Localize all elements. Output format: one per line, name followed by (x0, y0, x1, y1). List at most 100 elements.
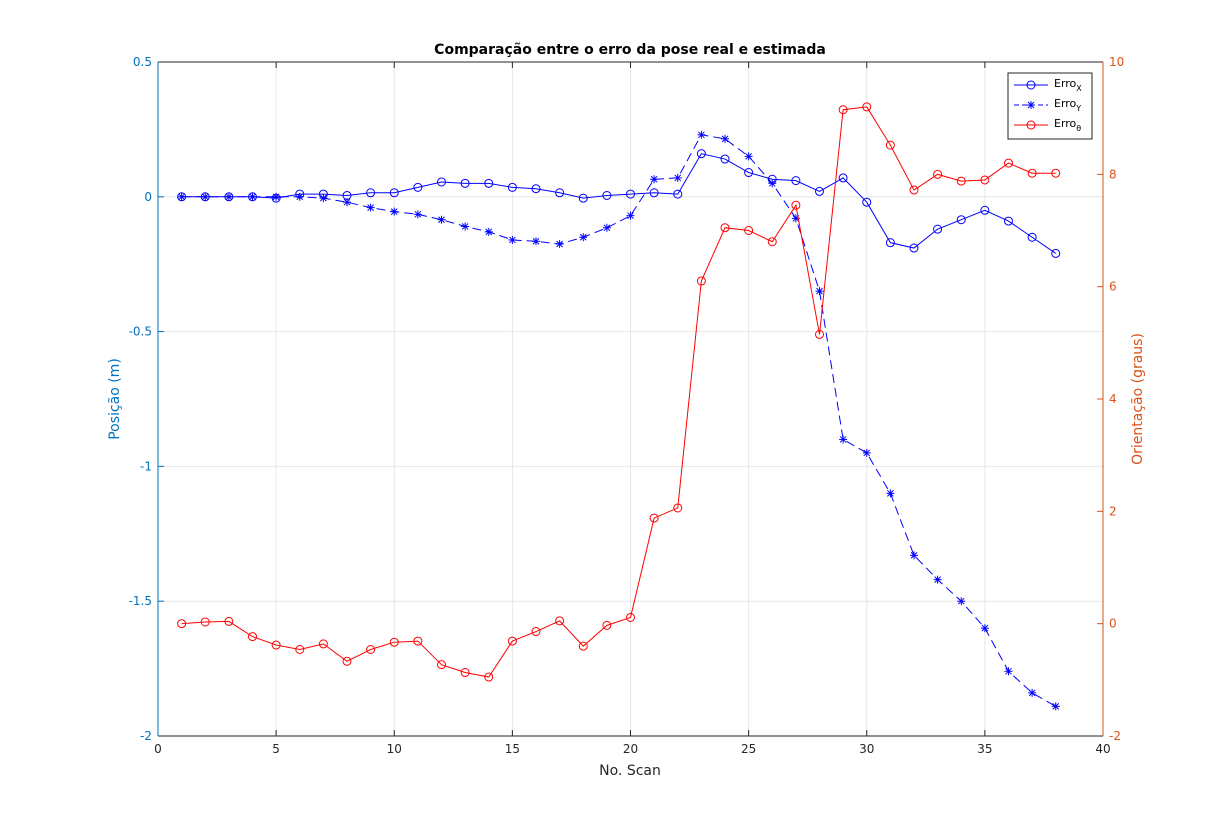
data-point (697, 130, 706, 139)
data-point (366, 188, 376, 198)
data-point (744, 226, 754, 235)
marker-stroke (957, 597, 965, 605)
data-point (578, 193, 588, 203)
data-point (578, 641, 588, 651)
legend-label: Erroθ (1054, 117, 1081, 133)
marker-stroke (910, 552, 918, 559)
data-point (838, 173, 848, 183)
marker-stroke (1005, 667, 1012, 675)
data-point (933, 575, 942, 584)
data-point (437, 215, 446, 224)
data-point (532, 237, 540, 246)
marker-stroke (225, 193, 233, 201)
data-point (484, 227, 493, 236)
data-point (200, 617, 210, 627)
data-point (957, 597, 966, 606)
data-point (1027, 232, 1037, 242)
marker-stroke (1027, 101, 1035, 109)
data-point (366, 645, 376, 655)
data-point (1051, 248, 1061, 258)
data-point (342, 656, 352, 666)
data-point (389, 637, 399, 647)
data-point (319, 194, 328, 203)
marker-stroke (178, 193, 185, 201)
legend-label: ErroY (1054, 97, 1081, 113)
marker-stroke (367, 204, 374, 211)
data-point (862, 197, 872, 207)
series-layer (177, 102, 1061, 711)
marker-stroke (627, 212, 634, 220)
data-point (815, 186, 824, 196)
y-right-tick-label: 6 (1109, 280, 1117, 294)
data-point (862, 448, 871, 457)
y-right-tick-label: 2 (1109, 504, 1117, 518)
marker-stroke (674, 174, 682, 182)
legend-label-base: Erro (1054, 97, 1077, 110)
data-point (626, 211, 635, 220)
marker-stroke (414, 210, 422, 218)
marker-stroke (556, 240, 563, 248)
data-point (484, 178, 494, 188)
legend-label: ErroX (1054, 77, 1082, 93)
data-point (721, 134, 729, 143)
x-axis-label: No. Scan (599, 763, 661, 779)
legend-entry: ErroY (1014, 97, 1081, 113)
legend-box (1007, 72, 1093, 140)
data-point (507, 182, 517, 192)
y-left-tick-label: 0 (144, 190, 152, 204)
data-point (673, 503, 683, 513)
data-point (650, 175, 659, 184)
x-tick-label: 30 (859, 742, 874, 756)
data-point (271, 640, 281, 650)
data-point (909, 185, 919, 195)
marker-stroke (768, 179, 776, 187)
data-point (1027, 168, 1037, 178)
series-y (177, 130, 1060, 711)
legend-marker (1027, 101, 1035, 109)
data-point (343, 198, 351, 207)
series-line (181, 134, 1056, 707)
marker-stroke (249, 193, 256, 201)
data-point (980, 205, 990, 215)
y-left-tick-label: -0.5 (129, 325, 152, 339)
data-point (744, 168, 754, 178)
data-point (933, 169, 943, 179)
marker-stroke (839, 436, 847, 443)
marker-stroke (390, 208, 398, 215)
data-point (910, 551, 918, 560)
data-point (484, 672, 494, 682)
data-point (885, 238, 895, 248)
marker-stroke (698, 131, 705, 139)
marker-stroke (887, 490, 894, 497)
axes: 0 5 10 15 20 25 30 35 400.50-0.5-1-1.5-21086420-… (129, 55, 1125, 756)
data-point (768, 179, 777, 188)
data-point (555, 616, 565, 626)
series-line (181, 106, 1056, 678)
data-point (886, 489, 895, 498)
data-point (602, 620, 612, 630)
marker-stroke (863, 449, 871, 457)
x-tick-label: 15 (505, 742, 520, 756)
data-point (555, 239, 564, 248)
legend-label-subscript: X (1076, 84, 1082, 93)
data-point (224, 616, 234, 626)
data-point (413, 210, 422, 219)
data-point (696, 276, 706, 286)
data-point (1028, 688, 1037, 697)
data-point (295, 192, 304, 201)
x-tick-label: 5 (272, 742, 280, 756)
data-point (460, 668, 470, 678)
legend-label-base: Erro (1054, 117, 1077, 130)
marker-stroke (721, 135, 729, 143)
data-point (224, 192, 233, 201)
data-point (933, 224, 943, 234)
marker-stroke (532, 237, 540, 245)
marker-stroke (320, 194, 327, 202)
data-point (815, 287, 824, 296)
data-point (744, 152, 753, 161)
marker-stroke (438, 216, 445, 224)
data-point (767, 237, 777, 247)
marker-stroke (650, 175, 658, 183)
legend-entry: ErroX (1014, 77, 1082, 93)
